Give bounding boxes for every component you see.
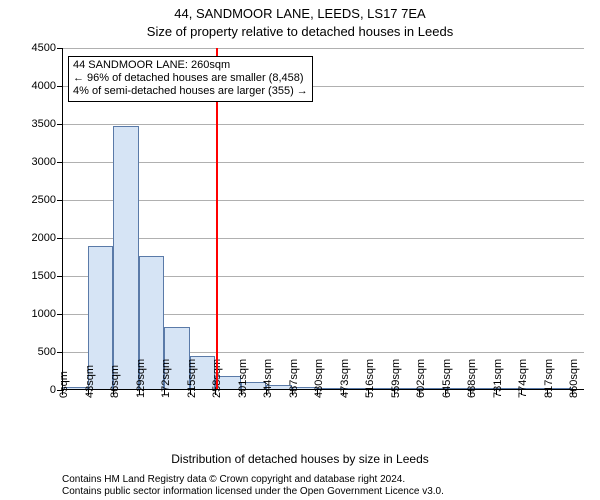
y-tick-label: 3500	[32, 118, 62, 130]
grid-line	[62, 200, 584, 201]
histogram-bar	[113, 126, 139, 390]
x-tick-label: 43sqm	[84, 365, 96, 398]
footer-line: Contains HM Land Registry data © Crown c…	[62, 474, 444, 486]
y-tick-label: 4000	[32, 80, 62, 92]
x-tick-label: 559sqm	[390, 359, 402, 398]
x-tick-label: 645sqm	[441, 359, 453, 398]
annotation-line: 4% of semi-detached houses are larger (3…	[73, 85, 308, 98]
x-tick-label: 473sqm	[339, 359, 351, 398]
footer-text: Contains HM Land Registry data © Crown c…	[62, 474, 444, 498]
x-tick-label: 344sqm	[262, 359, 274, 398]
x-axis-label: Distribution of detached houses by size …	[0, 452, 600, 466]
x-tick-label: 86sqm	[109, 365, 121, 398]
chart-subtitle: Size of property relative to detached ho…	[0, 24, 600, 39]
y-axis-line	[62, 48, 63, 390]
x-tick-label: 387sqm	[288, 359, 300, 398]
x-tick-label: 516sqm	[364, 359, 376, 398]
grid-line	[62, 124, 584, 125]
annotation-box: 44 SANDMOOR LANE: 260sqm ← 96% of detach…	[68, 56, 313, 102]
x-tick-label: 774sqm	[517, 359, 529, 398]
plot-area: 0500100015002000250030003500400045000sqm…	[62, 48, 584, 390]
y-tick-label: 1500	[32, 270, 62, 282]
x-tick-label: 172sqm	[160, 359, 172, 398]
chart-title: 44, SANDMOOR LANE, LEEDS, LS17 7EA	[0, 6, 600, 21]
annotation-line: 44 SANDMOOR LANE: 260sqm	[73, 59, 308, 72]
x-tick-label: 129sqm	[135, 359, 147, 398]
x-tick-label: 0sqm	[58, 371, 70, 398]
y-tick-label: 2500	[32, 194, 62, 206]
grid-line	[62, 238, 584, 239]
x-tick-label: 860sqm	[568, 359, 580, 398]
x-tick-label: 602sqm	[415, 359, 427, 398]
x-tick-label: 688sqm	[466, 359, 478, 398]
x-tick-label: 215sqm	[186, 359, 198, 398]
annotation-line: ← 96% of detached houses are smaller (8,…	[73, 72, 308, 85]
histogram-chart: 44, SANDMOOR LANE, LEEDS, LS17 7EA Size …	[0, 0, 600, 500]
x-axis-line	[62, 389, 584, 390]
y-tick-label: 2000	[32, 232, 62, 244]
x-tick-label: 301sqm	[237, 359, 249, 398]
x-tick-label: 731sqm	[492, 359, 504, 398]
y-tick-label: 1000	[32, 308, 62, 320]
y-tick-label: 4500	[32, 42, 62, 54]
x-tick-label: 817sqm	[543, 359, 555, 398]
grid-line	[62, 162, 584, 163]
y-tick-label: 3000	[32, 156, 62, 168]
x-tick-label: 430sqm	[313, 359, 325, 398]
footer-line: Contains public sector information licen…	[62, 486, 444, 498]
grid-line	[62, 48, 584, 49]
y-tick-label: 500	[38, 346, 62, 358]
